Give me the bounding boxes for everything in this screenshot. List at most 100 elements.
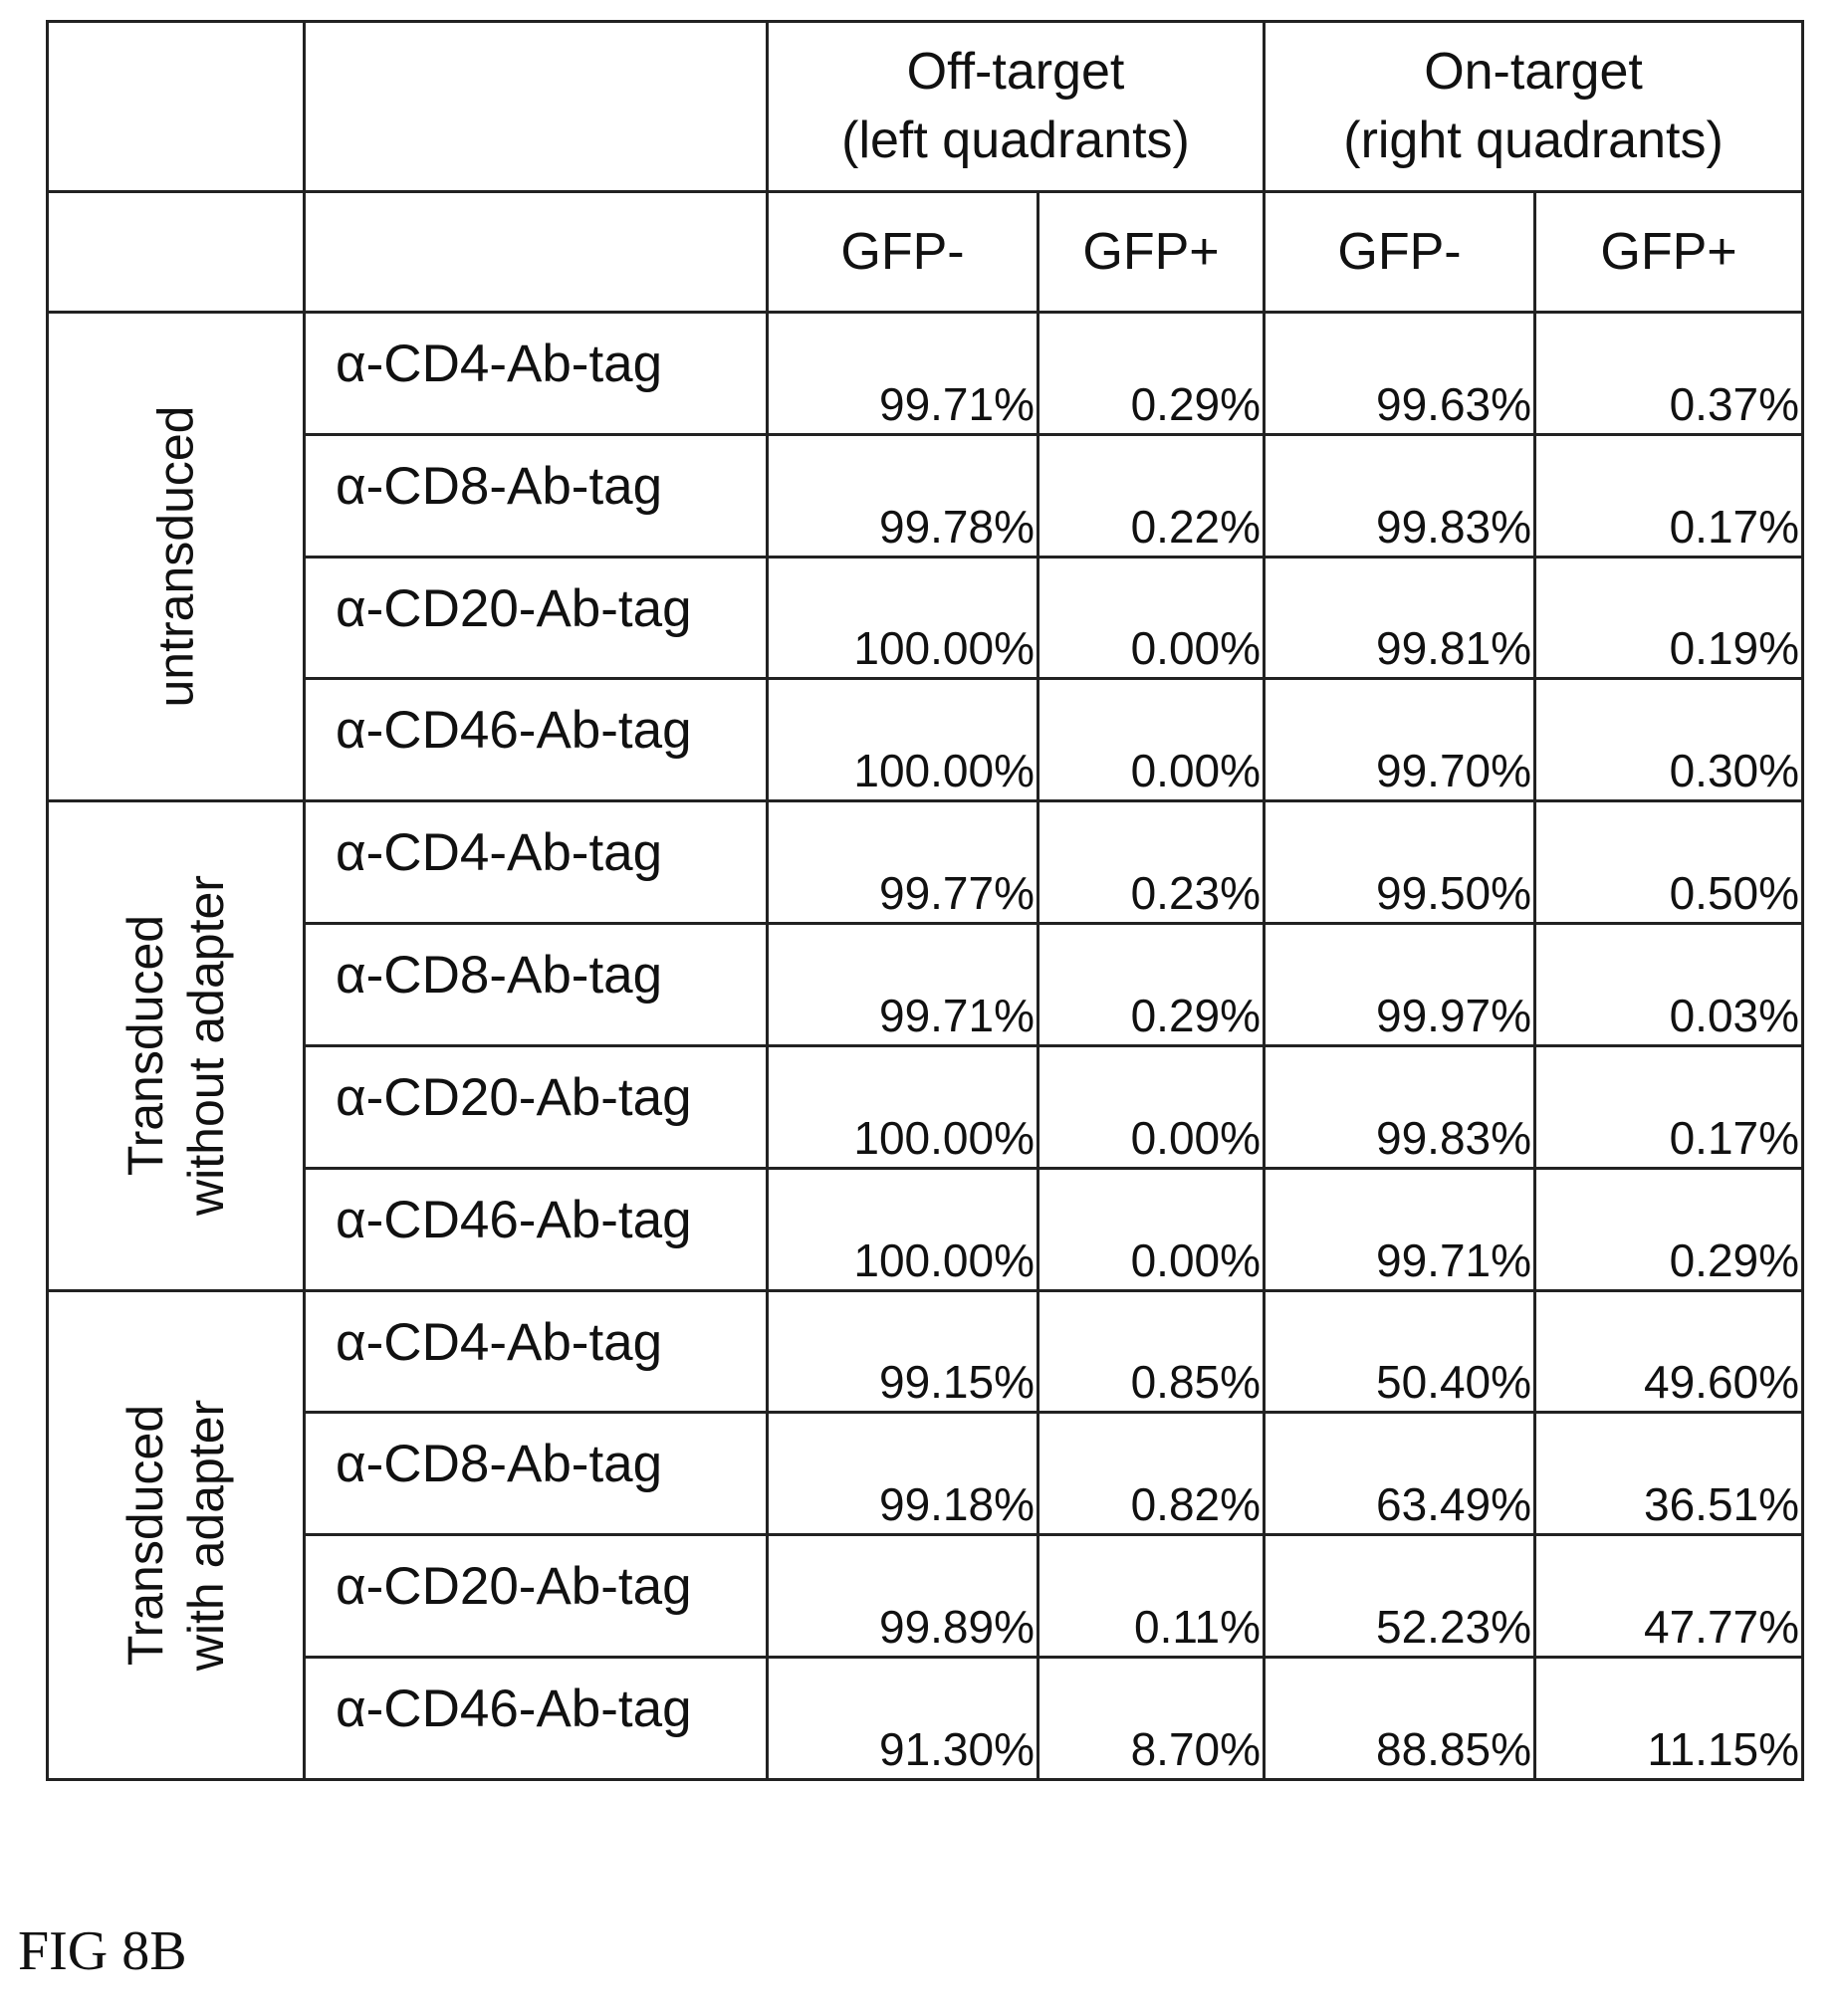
- percentage-value: 0.03%: [1669, 989, 1800, 1041]
- empty-header-cell: [303, 19, 769, 194]
- table-row: α-CD46-Ab-tag 91.30% 8.70% 88.85% 11.15%: [48, 1656, 1805, 1781]
- percentage-value: 63.49%: [1376, 1478, 1532, 1531]
- table-row: α-CD20-Ab-tag 99.89% 0.11% 52.23% 47.77%: [48, 1533, 1805, 1660]
- table-row: α-CD8-Ab-tag 99.71% 0.29% 99.97% 0.03%: [48, 922, 1805, 1047]
- antibody-cell: α-CD4-Ab-tag: [303, 310, 769, 436]
- percentage-value: 0.82%: [1130, 1478, 1262, 1531]
- table-row: α-CD46-Ab-tag 100.00% 0.00% 99.70% 0.30%: [48, 677, 1805, 803]
- group-label: Transduced without adapter: [115, 875, 237, 1216]
- on-target-gfp-neg-cell: 63.49%: [1263, 1411, 1537, 1537]
- antibody-label: α-CD8-Ab-tag: [336, 456, 663, 516]
- off-target-gfp-pos-cell: 0.22%: [1036, 432, 1267, 559]
- percentage-value: 0.00%: [1130, 1233, 1262, 1286]
- antibody-label: α-CD46-Ab-tag: [336, 1190, 692, 1249]
- antibody-cell: α-CD20-Ab-tag: [303, 555, 769, 681]
- percentage-value: 99.81%: [1376, 622, 1532, 675]
- percentage-value: 88.85%: [1376, 1723, 1532, 1775]
- group-label-cell: untransduced: [46, 310, 306, 803]
- percentage-value: 0.00%: [1130, 1111, 1262, 1164]
- off-target-gfp-neg-cell: 99.71%: [766, 922, 1039, 1047]
- group-label-line: with adapter: [177, 1399, 234, 1671]
- antibody-label: α-CD4-Ab-tag: [336, 823, 663, 883]
- on-target-title: On-target: [1424, 43, 1643, 102]
- percentage-value: 99.78%: [878, 500, 1035, 553]
- table-row: Transduced with adapter α-CD4-Ab-tag 99.15%…: [46, 1288, 1805, 1782]
- on-target-gfp-pos-cell: 0.17%: [1533, 432, 1805, 559]
- off-target-title: Off-target: [906, 43, 1125, 102]
- table-body: Off-target (left quadrants) On-target (r…: [46, 19, 1805, 1782]
- percentage-value: 0.29%: [1669, 1233, 1800, 1286]
- table-row: α-CD46-Ab-tag 100.00% 0.00% 99.71% 0.29%: [48, 1166, 1805, 1292]
- percentage-value: 0.17%: [1669, 500, 1800, 553]
- percentage-value: 0.00%: [1130, 622, 1262, 675]
- table-row: untransduced α-CD4-Ab-tag 99.71% 0.29% 99.63…: [46, 310, 1805, 803]
- off-target-gfp-pos-cell: 0.29%: [1036, 922, 1267, 1047]
- group-label-line: Transduced: [116, 1404, 173, 1666]
- empty-corner-cell: [46, 190, 306, 314]
- percentage-value: 11.15%: [1647, 1723, 1800, 1775]
- header-row-groups: Off-target (left quadrants) On-target (r…: [46, 19, 1805, 194]
- group-label: untransduced: [145, 406, 206, 708]
- off-target-gfp-neg-cell: 100.00%: [766, 677, 1039, 803]
- percentage-value: 99.83%: [1376, 1111, 1532, 1164]
- antibody-cell: α-CD8-Ab-tag: [303, 432, 769, 559]
- antibody-cell: α-CD46-Ab-tag: [303, 1656, 769, 1781]
- off-target-gfp-pos-cell: 0.00%: [1036, 1166, 1267, 1292]
- on-target-gfp-neg-cell: 99.97%: [1263, 922, 1537, 1047]
- percentage-value: 100.00%: [853, 1111, 1035, 1164]
- percentage-value: 0.23%: [1130, 867, 1262, 920]
- on-target-gfp-pos-header: GFP+: [1533, 190, 1805, 314]
- on-target-gfp-neg-cell: 99.71%: [1263, 1166, 1537, 1292]
- on-target-gfp-pos-cell: 47.77%: [1533, 1533, 1805, 1660]
- off-target-gfp-pos-header: GFP+: [1036, 190, 1267, 314]
- off-target-gfp-pos-cell: 0.00%: [1036, 555, 1267, 681]
- percentage-value: 0.30%: [1669, 745, 1800, 797]
- percentage-value: 100.00%: [853, 622, 1035, 675]
- table-row: α-CD20-Ab-tag 100.00% 0.00% 99.83% 0.17%: [48, 1043, 1805, 1170]
- antibody-label: α-CD20-Ab-tag: [336, 1557, 692, 1617]
- percentage-value: 99.50%: [1376, 867, 1532, 920]
- group-label-line: untransduced: [147, 405, 203, 708]
- on-target-gfp-pos-cell: 0.50%: [1533, 799, 1805, 926]
- off-target-gfp-neg-cell: 100.00%: [766, 555, 1039, 681]
- antibody-cell: α-CD4-Ab-tag: [303, 1288, 769, 1415]
- percentage-value: 0.00%: [1130, 745, 1262, 797]
- off-target-header: Off-target (left quadrants): [765, 19, 1267, 194]
- on-target-gfp-pos-cell: 0.03%: [1533, 922, 1805, 1047]
- group-label-cell: Transduced with adapter: [46, 1288, 306, 1782]
- on-target-gfp-pos-cell: 0.19%: [1533, 555, 1805, 681]
- on-target-gfp-pos-cell: 11.15%: [1533, 1656, 1805, 1781]
- antibody-label: α-CD20-Ab-tag: [336, 578, 692, 638]
- off-target-gfp-neg-cell: 99.18%: [766, 1411, 1039, 1537]
- figure-caption: FIG 8B: [18, 1920, 187, 1982]
- group-label-cell: Transduced without adapter: [46, 799, 306, 1292]
- antibody-cell: α-CD46-Ab-tag: [303, 677, 769, 803]
- off-target-gfp-neg-header: GFP-: [766, 190, 1039, 314]
- percentage-value: 50.40%: [1376, 1356, 1532, 1409]
- on-target-gfp-neg-cell: 50.40%: [1263, 1288, 1537, 1415]
- percentage-value: 99.71%: [1376, 1233, 1532, 1286]
- table-row: α-CD20-Ab-tag 100.00% 0.00% 99.81% 0.19%: [48, 555, 1805, 681]
- percentage-value: 0.37%: [1669, 377, 1800, 430]
- header-row-gfp: GFP- GFP+ GFP- GFP+: [46, 190, 1805, 314]
- on-target-gfp-pos-cell: 36.51%: [1533, 1411, 1805, 1537]
- on-target-gfp-neg-cell: 99.70%: [1263, 677, 1537, 803]
- off-target-gfp-pos-cell: 0.23%: [1036, 799, 1267, 926]
- percentage-value: 47.77%: [1644, 1601, 1800, 1654]
- antibody-cell: α-CD4-Ab-tag: [303, 799, 769, 926]
- percentage-value: 99.97%: [1376, 989, 1532, 1041]
- table-row: Transduced without adapter α-CD4-Ab-tag 99.…: [46, 799, 1805, 1292]
- antibody-label: α-CD4-Ab-tag: [336, 334, 663, 393]
- on-target-gfp-neg-cell: 52.23%: [1263, 1533, 1537, 1660]
- empty-corner-cell: [46, 19, 306, 194]
- off-target-gfp-pos-cell: 0.85%: [1036, 1288, 1267, 1415]
- off-target-gfp-pos-cell: 0.00%: [1036, 1043, 1267, 1170]
- on-target-gfp-neg-cell: 99.63%: [1263, 310, 1537, 436]
- off-target-gfp-pos-cell: 0.00%: [1036, 677, 1267, 803]
- on-target-header: On-target (right quadrants): [1263, 19, 1805, 194]
- percentage-value: 0.85%: [1130, 1356, 1262, 1409]
- antibody-cell: α-CD20-Ab-tag: [303, 1533, 769, 1660]
- percentage-value: 91.30%: [878, 1723, 1035, 1775]
- percentage-value: 99.71%: [878, 989, 1035, 1041]
- percentage-value: 0.50%: [1669, 867, 1800, 920]
